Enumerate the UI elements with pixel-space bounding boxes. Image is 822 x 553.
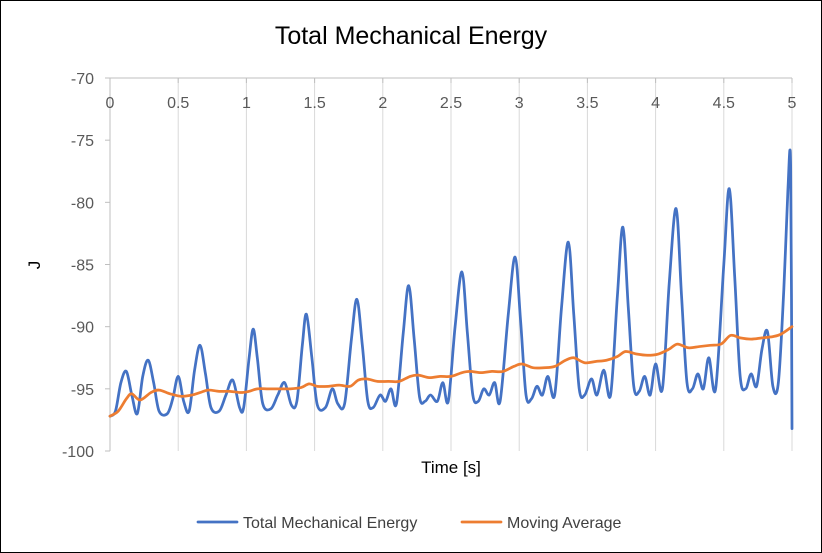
- series-line-moving-average: [108, 325, 794, 418]
- x-tick-label: 3: [515, 95, 524, 112]
- x-tick-label: 5: [788, 95, 797, 112]
- chart-title: Total Mechanical Energy: [275, 22, 548, 50]
- legend: Total Mechanical Energy Moving Average: [196, 515, 622, 532]
- y-tick-label: -70: [71, 71, 94, 88]
- y-tick-label: -100: [62, 444, 94, 461]
- y-tick-label: -80: [71, 195, 94, 212]
- y-tick-label: -85: [71, 258, 94, 275]
- x-axis-label: Time [s]: [421, 458, 481, 477]
- legend-label: Total Mechanical Energy: [243, 515, 417, 532]
- y-tick-label: -95: [71, 382, 94, 399]
- vertical-gridlines: [177, 78, 793, 451]
- y-axis-label: J: [25, 261, 44, 270]
- x-tick-label: 0.5: [167, 95, 189, 112]
- x-tick-label: 0: [106, 95, 115, 112]
- x-tick-label: 3.5: [576, 95, 598, 112]
- x-tick-label: 1.5: [303, 95, 325, 112]
- axes: [105, 77, 793, 452]
- series-lines: [108, 148, 794, 430]
- x-tick-label: 1: [242, 95, 251, 112]
- x-tick-label: 2: [378, 95, 387, 112]
- series-line-total-energy: [108, 148, 794, 430]
- x-tick-label: 4.5: [713, 95, 735, 112]
- y-tick-labels: -70 -75 -80 -85 -90 -95 -100: [62, 71, 94, 461]
- y-tick-label: -75: [71, 133, 94, 150]
- y-tick-label: -90: [71, 320, 94, 337]
- legend-label: Moving Average: [507, 515, 622, 532]
- x-tick-label: 2.5: [440, 95, 462, 112]
- x-tick-labels: 0 0.5 1 1.5 2 2.5 3 3.5 4 4.5 5: [106, 95, 797, 112]
- x-tick-label: 4: [651, 95, 660, 112]
